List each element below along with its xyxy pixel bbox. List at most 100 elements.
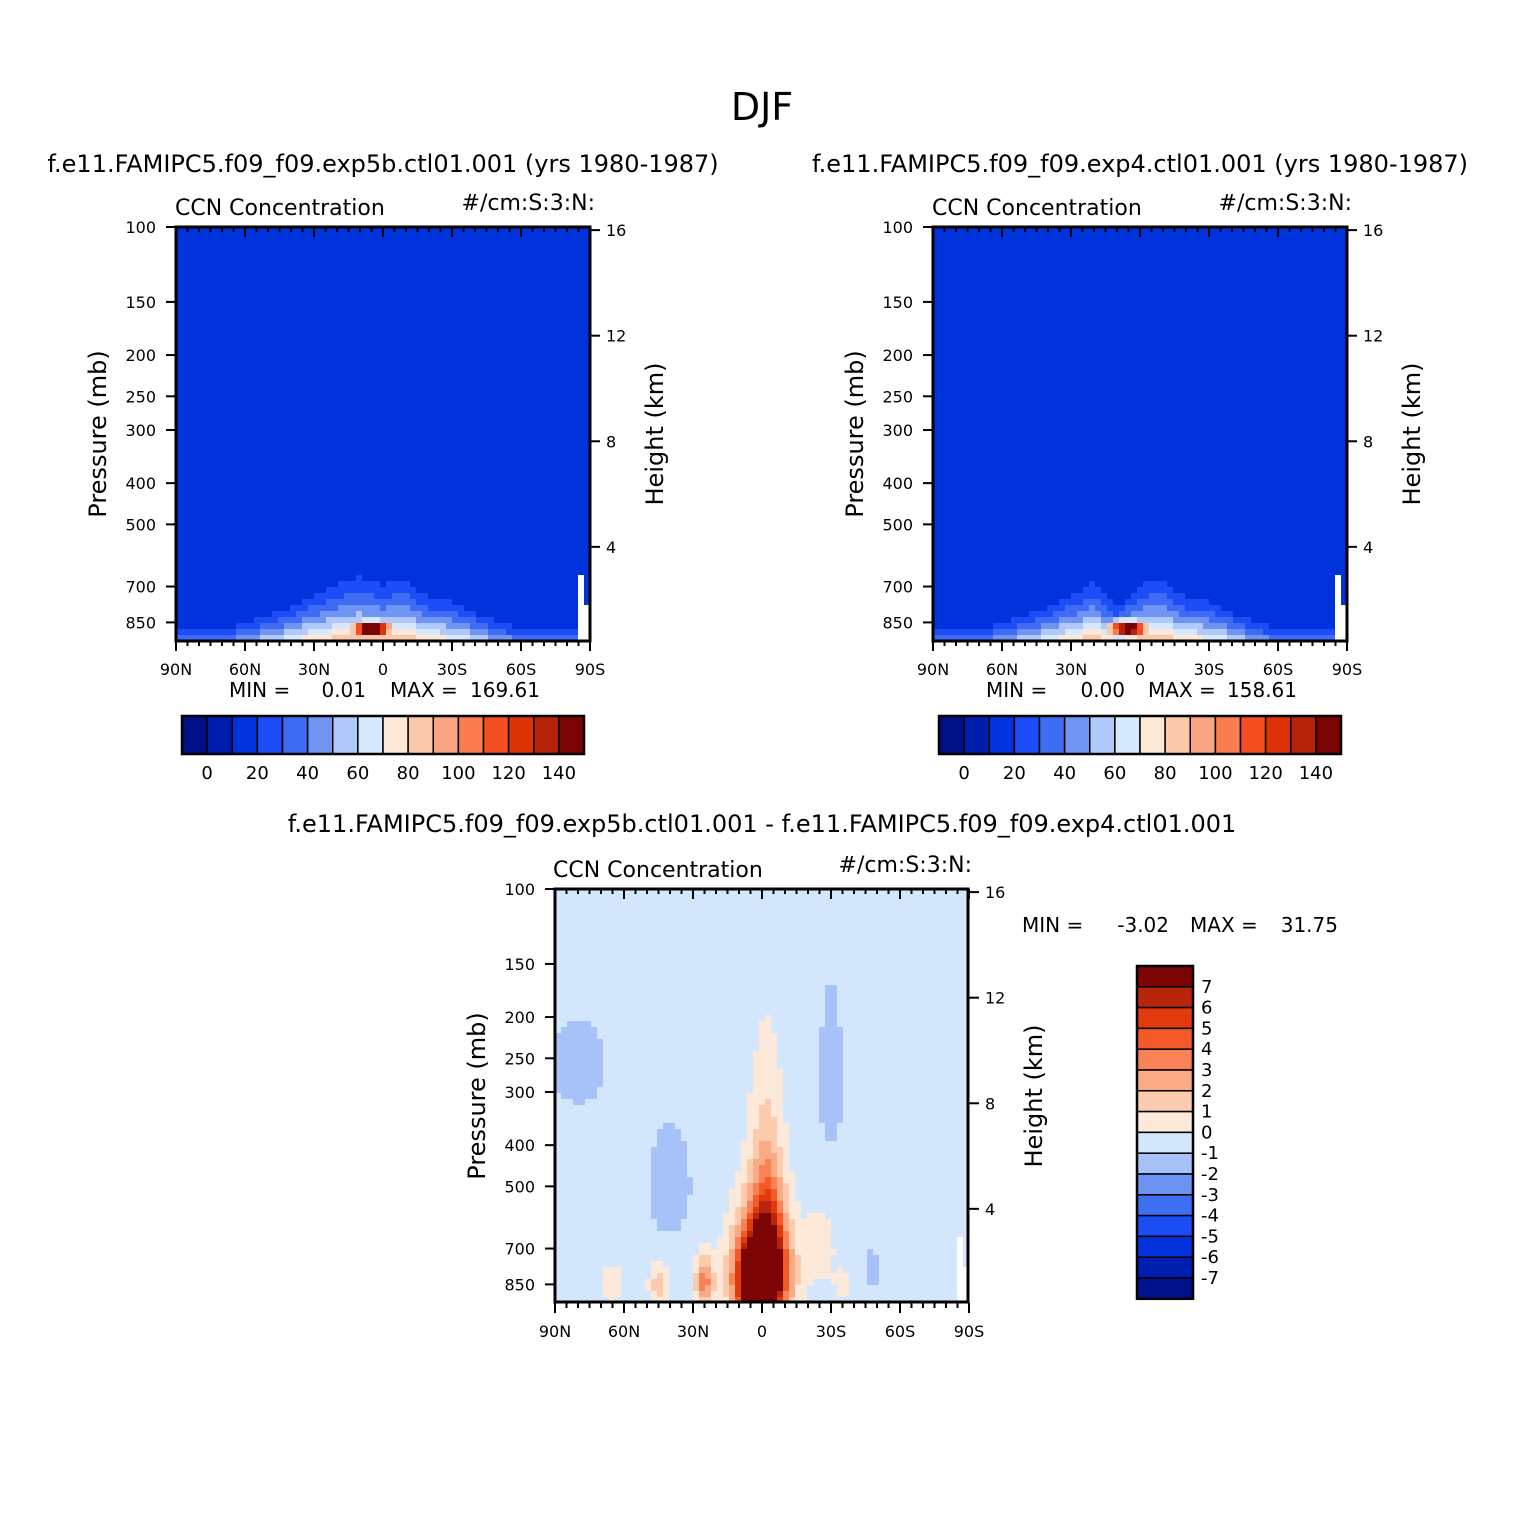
colorbar-label: 0 bbox=[201, 763, 212, 784]
colorbar-box bbox=[382, 715, 409, 755]
max-value: 158.61 bbox=[1227, 678, 1297, 702]
panel-heading-bottom: f.e11.FAMIPC5.f09_f09.exp5b.ctl01.001 - … bbox=[288, 810, 1237, 838]
contour-band bbox=[236, 605, 512, 641]
colorbar-label: 20 bbox=[1003, 763, 1026, 784]
y-tick-label: 700 bbox=[125, 578, 156, 597]
y-tick-label-right: 4 bbox=[1363, 538, 1373, 557]
panel-subtitle-right: #/cm:S:3:N: bbox=[1219, 191, 1352, 216]
colorbar-box bbox=[231, 715, 259, 755]
contour-band bbox=[933, 227, 1347, 629]
contour-band bbox=[578, 575, 590, 641]
colorbar-label: 100 bbox=[441, 763, 475, 784]
panel-top-right: CCN Concentration #/cm:S:3:N: 90N 60N 30N 0… bbox=[841, 191, 1426, 784]
colorbar-box bbox=[1136, 1027, 1194, 1050]
panel-subtitle-right: #/cm:S:3:N: bbox=[462, 191, 595, 216]
y-tick-label-right: 8 bbox=[606, 432, 616, 451]
y-tick-label: 200 bbox=[125, 346, 156, 365]
colorbar-label: 3 bbox=[1201, 1060, 1212, 1081]
y-tick-label: 100 bbox=[125, 218, 156, 237]
y-axis-label-right: Height (km) bbox=[1398, 363, 1426, 506]
colorbar-box bbox=[1164, 715, 1191, 755]
colorbar: 0 20 40 60 80 100 120 140 bbox=[937, 714, 1343, 784]
panel-top-left: CCN Concentration #/cm:S:3:N: 90N 60N 30N 0… bbox=[84, 191, 669, 784]
contour-band bbox=[1017, 617, 1245, 641]
plot-area-top-right: 90N 60N 30N 0 30S 60S 90S 100 150 200 250 300 400 500… bbox=[882, 218, 1383, 679]
colorbar-label: -7 bbox=[1201, 1268, 1219, 1289]
colorbar-box bbox=[1189, 715, 1217, 755]
y-tick-label: 250 bbox=[504, 1049, 535, 1068]
x-tick-label: 60S bbox=[885, 1322, 916, 1341]
plot-area-bottom: 90N 60N 30N 0 30S 60S 90S 100 150 200 250 300 400 500… bbox=[504, 880, 1005, 1341]
plot-area-top-left: 90N 60N 30N 0 30S 60S 90S 100 150 200 250 300 400 500… bbox=[125, 218, 626, 679]
colorbar-box bbox=[558, 715, 585, 755]
colorbar-box bbox=[988, 715, 1016, 755]
y-tick-label: 300 bbox=[125, 421, 156, 440]
y-axis-label: Pressure (mb) bbox=[84, 350, 112, 517]
colorbar-label: 120 bbox=[1248, 763, 1282, 784]
contour-band bbox=[699, 1141, 795, 1303]
colorbar-box bbox=[256, 715, 284, 755]
colorbar-box bbox=[1136, 1090, 1194, 1113]
contour-field bbox=[555, 889, 969, 1303]
figure-title: DJF bbox=[731, 85, 793, 129]
x-tick-label: 60S bbox=[1263, 660, 1294, 679]
contour-band bbox=[362, 623, 380, 635]
contour-band bbox=[651, 1099, 801, 1303]
colorbar-label: -1 bbox=[1201, 1143, 1219, 1164]
colorbar-box bbox=[533, 715, 560, 755]
y-tick-label-right: 16 bbox=[606, 221, 626, 240]
colorbar-label: 140 bbox=[1299, 763, 1333, 784]
panel-subtitle-right: #/cm:S:3:N: bbox=[839, 853, 972, 878]
colorbar-frame bbox=[1135, 964, 1195, 1301]
colorbar-box bbox=[1038, 715, 1066, 755]
y-tick-label-right: 4 bbox=[985, 1200, 995, 1219]
colorbar-label: 60 bbox=[1103, 763, 1126, 784]
colorbar-label: 1 bbox=[1201, 1102, 1212, 1123]
x-tick-label: 60N bbox=[986, 660, 1018, 679]
y-tick-label: 300 bbox=[882, 421, 913, 440]
y-tick-label: 850 bbox=[882, 613, 913, 632]
colorbar-frame bbox=[937, 714, 1343, 756]
contour-band bbox=[1083, 623, 1173, 641]
panel-heading-top-right: f.e11.FAMIPC5.f09_f09.exp4.ctl01.001 (yr… bbox=[812, 150, 1468, 178]
min-value: 0.00 bbox=[1080, 678, 1125, 702]
colorbar-box bbox=[1214, 715, 1242, 755]
x-tick-label: 60N bbox=[608, 1322, 640, 1341]
min-value: 0.01 bbox=[321, 678, 366, 702]
contour-band bbox=[356, 623, 362, 635]
y-tick-label: 400 bbox=[125, 474, 156, 493]
colorbar-label: -6 bbox=[1201, 1247, 1219, 1268]
colorbar-box bbox=[1290, 715, 1317, 755]
x-tick-label: 30S bbox=[1194, 660, 1225, 679]
x-tick-label: 0 bbox=[757, 1322, 767, 1341]
y-tick-label: 250 bbox=[125, 387, 156, 406]
colorbar-label: 0 bbox=[1201, 1122, 1212, 1143]
max-label: MAX = bbox=[1148, 678, 1216, 702]
contour-band bbox=[957, 1237, 969, 1303]
contour-band bbox=[735, 1177, 789, 1303]
contour-band bbox=[176, 575, 578, 635]
x-tick-label: 0 bbox=[378, 660, 388, 679]
x-tick-label: 90N bbox=[160, 660, 192, 679]
panel-heading-top-left: f.e11.FAMIPC5.f09_f09.exp5b.ctl01.001 (y… bbox=[47, 150, 718, 178]
colorbar-box bbox=[206, 715, 233, 755]
colorbar-box bbox=[1315, 715, 1342, 755]
y-tick-label: 200 bbox=[882, 346, 913, 365]
colorbar-box bbox=[457, 715, 485, 755]
y-tick-label-right: 16 bbox=[985, 883, 1005, 902]
x-tick-label: 90S bbox=[575, 660, 606, 679]
x-tick-label: 90S bbox=[954, 1322, 985, 1341]
x-tick-label: 30N bbox=[677, 1322, 709, 1341]
colorbar-label: 6 bbox=[1201, 998, 1212, 1019]
x-tick-label: 90S bbox=[1332, 660, 1363, 679]
contour-band bbox=[741, 1213, 783, 1303]
colorbar-box bbox=[1136, 1214, 1194, 1238]
colorbar-box bbox=[1089, 715, 1116, 755]
y-tick-label: 400 bbox=[882, 474, 913, 493]
colorbar-box bbox=[1063, 715, 1091, 755]
colorbar-label: 40 bbox=[1053, 763, 1076, 784]
max-label: MAX = bbox=[1190, 913, 1258, 937]
x-tick-label: 90N bbox=[539, 1322, 571, 1341]
